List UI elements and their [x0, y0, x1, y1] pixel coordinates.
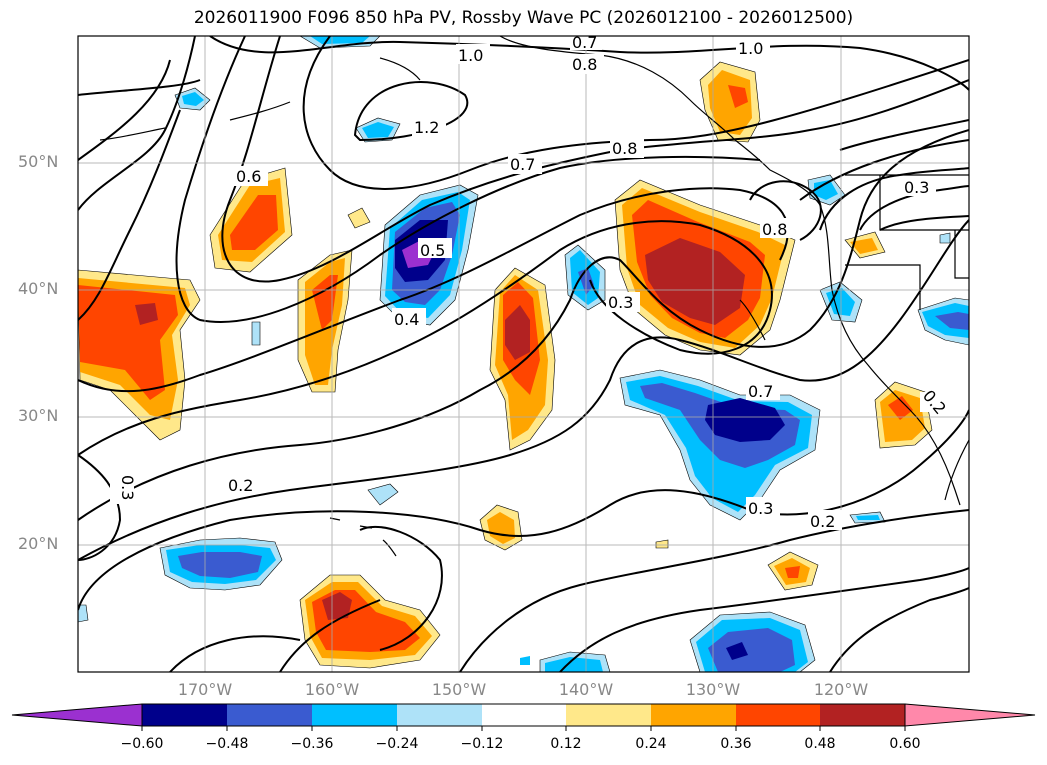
contour-label: 0.7 [572, 33, 597, 52]
contour-label: 1.0 [738, 39, 763, 58]
colorbar-segment [397, 704, 482, 726]
colorbar-extend-high [904, 703, 1036, 727]
lon-label: 170°W [177, 680, 233, 699]
contour-label: 0.2 [228, 476, 253, 495]
contour-label: 0.2 [810, 512, 835, 531]
colorbar-segment [736, 704, 820, 726]
lon-label: 120°W [813, 680, 869, 699]
pv-contours [78, 36, 969, 672]
colorbar [11, 703, 1036, 731]
colorbar-segment [651, 704, 736, 726]
lat-label: 40°N [18, 279, 59, 298]
colorbar-segment [482, 704, 566, 726]
lat-label: 30°N [18, 406, 59, 425]
lat-label: 50°N [18, 152, 59, 171]
contour-label: 1.0 [458, 46, 483, 65]
contour-label: 0.3 [608, 293, 633, 312]
contour-label: 0.3 [904, 178, 929, 197]
colorbar-tick-label: 0.60 [889, 736, 921, 752]
lon-label: 140°W [558, 680, 614, 699]
lon-label: 130°W [685, 680, 741, 699]
contour-label: 0.8 [762, 220, 787, 239]
colorbar-tick-label: 0.48 [804, 736, 836, 752]
colorbar-tick-label: −0.36 [290, 736, 334, 752]
colorbar-tick-label: −0.48 [205, 736, 249, 752]
colorbar-segment [312, 704, 397, 726]
lon-label: 160°W [304, 680, 360, 699]
plot-frame [77, 35, 970, 673]
lon-label: 150°W [431, 680, 487, 699]
contour-label: 0.3 [118, 475, 137, 500]
colorbar-segment [142, 704, 227, 726]
contour-label: 1.2 [414, 118, 439, 137]
colorbar-segment [566, 704, 651, 726]
positive-anomaly-shading [78, 61, 933, 669]
lat-label: 20°N [18, 534, 59, 553]
colorbar-tick-label: −0.24 [375, 736, 419, 752]
contour-label: 0.6 [236, 167, 261, 186]
contour-label: 0.7 [748, 382, 773, 401]
colorbar-tick-label: 0.36 [720, 736, 752, 752]
colorbar-segment [227, 704, 312, 726]
contour-label: 0.3 [748, 499, 773, 518]
colorbar-extend-low [11, 703, 143, 727]
contour-label: 0.4 [394, 310, 419, 329]
colorbar-tick-label: −0.12 [460, 736, 504, 752]
contour-label: 0.8 [612, 139, 637, 158]
contour-label: 0.5 [420, 241, 445, 260]
colorbar-tick-label: −0.60 [120, 736, 164, 752]
contour-labels: 1.0 0.7 0.8 1.0 1.2 0.6 0.7 0.8 0.8 0.3 … [110, 33, 954, 531]
colorbar-tick-label: 0.24 [635, 736, 667, 752]
contour-label: 0.8 [572, 55, 597, 74]
map-title: 2026011900 F096 850 hPa PV, Rossby Wave … [193, 8, 854, 28]
graticule [78, 36, 969, 672]
colorbar-tick-label: 0.12 [550, 736, 582, 752]
colorbar-segment [820, 704, 905, 726]
contour-label: 0.7 [510, 155, 535, 174]
coastlines [99, 36, 969, 557]
